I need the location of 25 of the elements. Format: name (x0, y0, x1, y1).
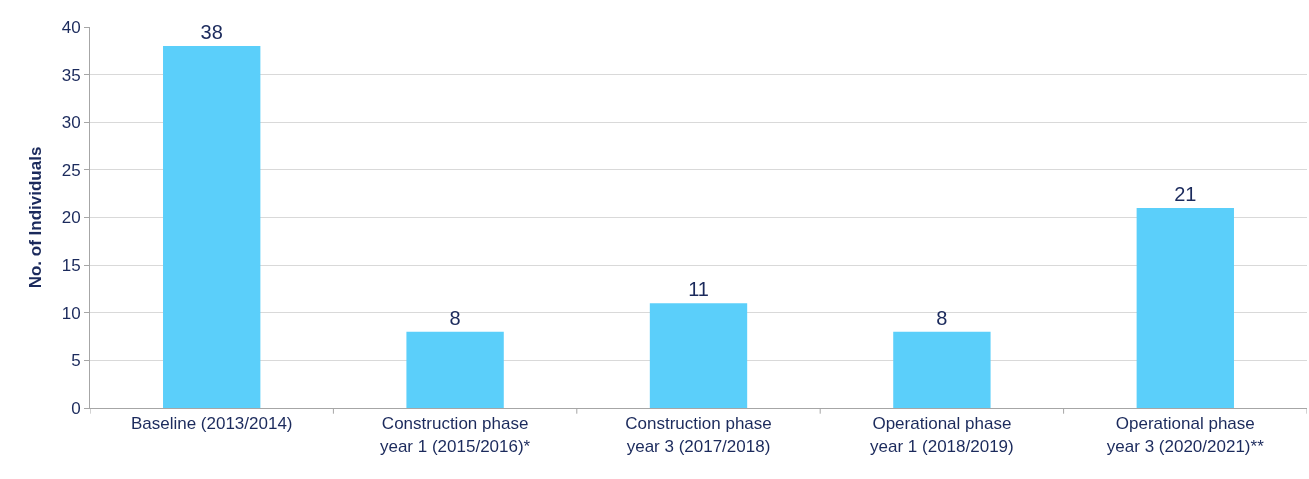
y-tick-label: 15 (61, 256, 81, 276)
y-tick-label: 35 (61, 65, 81, 85)
bar (406, 331, 504, 408)
x-tick-label: Operational phase year 3 (2020/2021)** (1106, 414, 1265, 456)
data-label: 21 (1174, 182, 1197, 205)
x-tick-label: Operational phase year 1 (2018/2019) (870, 414, 1014, 456)
y-tick-label: 10 (61, 303, 81, 323)
bar (893, 331, 991, 408)
y-tick-label: 5 (71, 351, 81, 371)
bar (163, 46, 261, 408)
bar (1136, 207, 1234, 408)
x-tick-label: Baseline (2013/2014) (130, 414, 293, 434)
y-tick-label: 20 (61, 208, 81, 228)
x-tick-label: Construction phase year 1 (2015/2016)* (379, 414, 531, 456)
y-tick-label: 30 (61, 113, 81, 133)
data-label: 8 (936, 306, 948, 329)
data-label: 38 (200, 21, 223, 44)
y-tick-label: 0 (71, 398, 81, 418)
y-tick-label: 40 (61, 17, 81, 37)
bar (649, 303, 748, 408)
data-label: 8 (449, 306, 461, 329)
x-tick-label: Construction phase year 3 (2017/2018) (625, 414, 772, 456)
y-tick-label: 25 (61, 160, 81, 180)
data-label: 11 (688, 278, 709, 301)
y-axis-title: No. of Individuals (26, 146, 46, 289)
